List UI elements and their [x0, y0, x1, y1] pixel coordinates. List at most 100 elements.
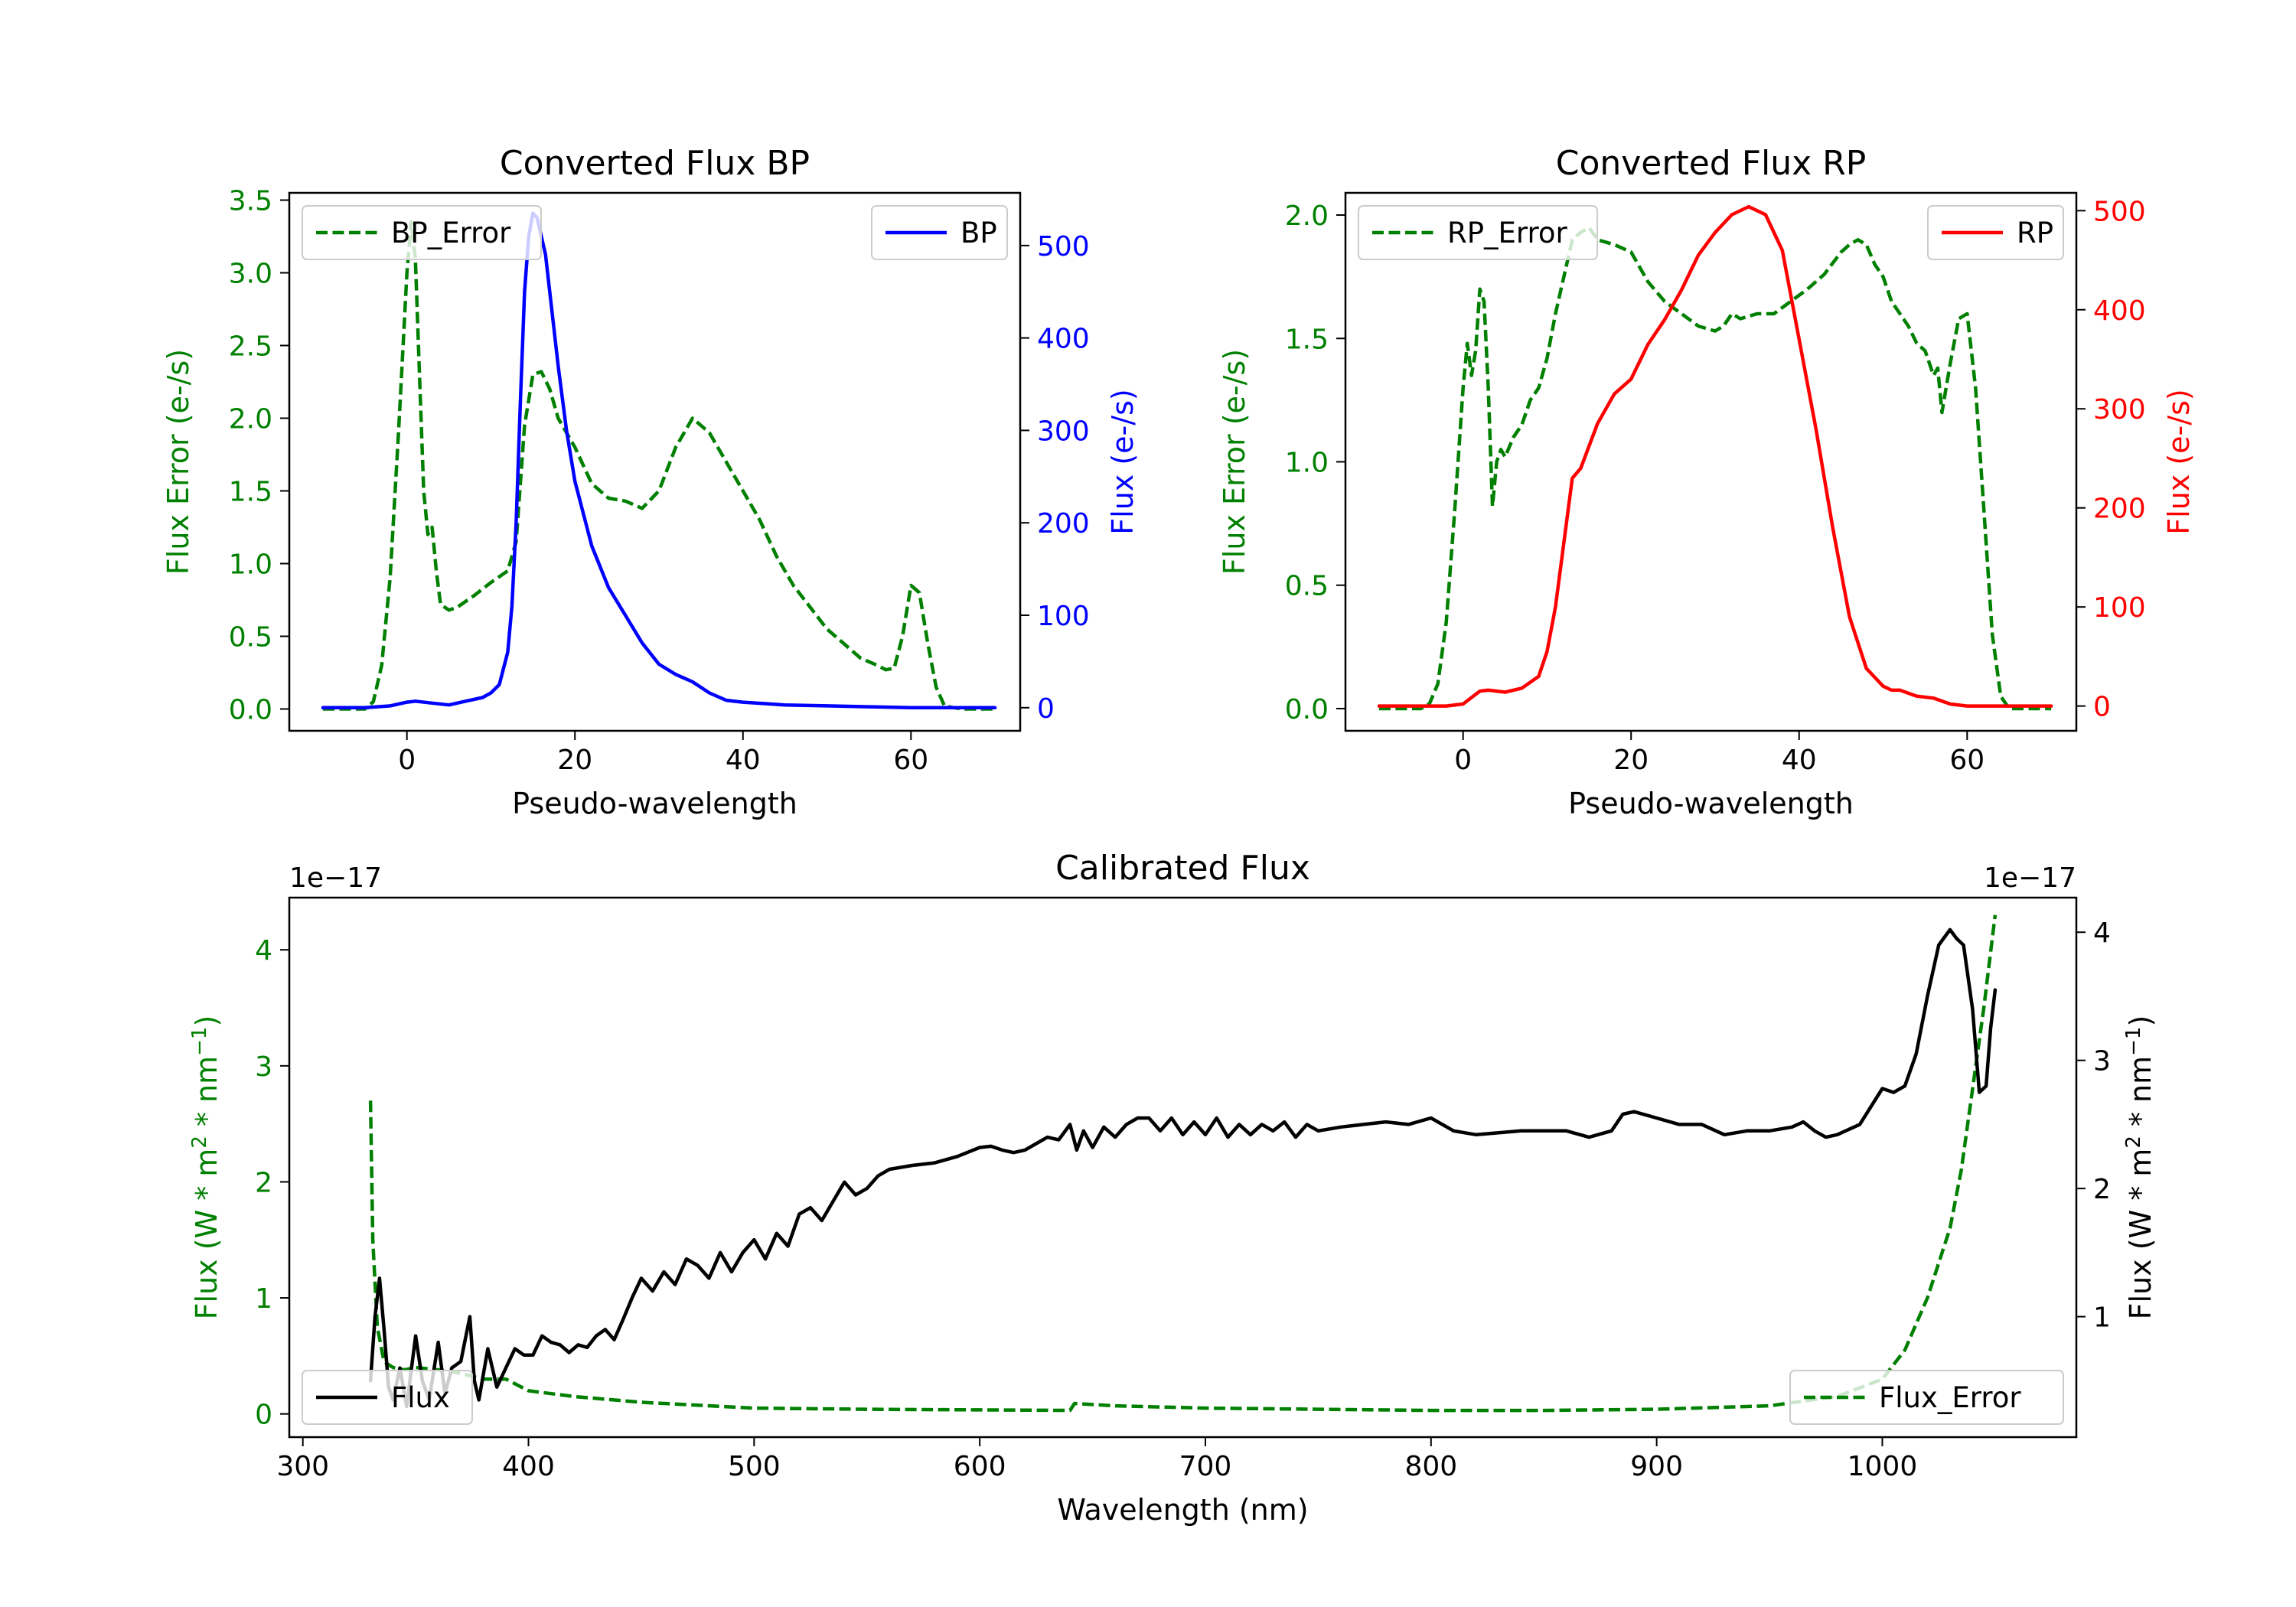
rp-legend-upper-right: RP [1927, 205, 2064, 260]
cal-right-axis-label-part: 2 [2122, 1136, 2145, 1149]
x-tick-label: 0 [398, 745, 416, 776]
cal-left-axis-label-part: Flux (W * m [190, 1149, 223, 1320]
x-tick-label: 40 [726, 745, 761, 776]
right-tick-label: 2 [2093, 1174, 2111, 1205]
left-tick-label: 1.0 [229, 549, 272, 581]
cal-left-axis-label-part: −1 [188, 1027, 211, 1056]
left-tick-label: 1.0 [1285, 448, 1329, 479]
rp-left-axis-label: Flux Error (e-/s) [1218, 349, 1251, 575]
series-line-bp_error [322, 220, 996, 711]
left-tick-label: 1 [255, 1283, 272, 1315]
cal-right-axis-label-part: * nm [2124, 1056, 2157, 1136]
bp-legend-upper-right: BP [871, 205, 1008, 260]
right-tick-label: 100 [2093, 592, 2146, 624]
cal-right-axis-label-part: −1 [2122, 1027, 2145, 1056]
cal-left-offset-text: 1e−17 [289, 862, 382, 894]
rp-right-axis-label: Flux (e-/s) [2162, 389, 2196, 534]
left-tick-label: 2.0 [229, 404, 272, 435]
chart-rp: 0 20 40 60 0.0 0.5 1.0 1.5 2.0 0 100 200 300 400 500 Co… [1218, 144, 2196, 820]
cal-plot-frame [288, 896, 2078, 1439]
cal-left-axis-label-part: ) [190, 1015, 223, 1027]
bp-legend-upper-left: BP_Error [302, 205, 542, 260]
cal-chart-title: Calibrated Flux [1055, 849, 1310, 888]
left-tick-label: 2.0 [1285, 200, 1329, 232]
legend-label-bp_error: BP_Error [391, 217, 511, 249]
rp-series-group [1377, 204, 2053, 711]
left-tick-label: 3.5 [229, 186, 272, 217]
right-tick-label: 4 [2093, 918, 2111, 949]
legend-frame [302, 1370, 473, 1425]
cal-right-offset-text: 1e−17 [1984, 862, 2076, 894]
cal-left-axis-label-part: 2 [188, 1136, 211, 1149]
chart-cal: 300 400 500 600 700 800 900 1000 0 1 2 3 4 1 2 3 4 Calibr… [188, 849, 2157, 1527]
bp-plot-frame [288, 191, 1022, 732]
right-tick-label: 400 [2093, 295, 2146, 327]
legend-frame [302, 205, 542, 260]
bp-left-axis-label: Flux Error (e-/s) [161, 349, 195, 575]
right-tick-label: 200 [2093, 494, 2146, 525]
rp-x-axis-label: Pseudo-wavelength [1568, 787, 1854, 820]
chart-bp: 0 20 40 60 0.0 0.5 1.0 1.5 2.0 2.5 3.0 3.5 0 100 200 30… [161, 144, 1140, 820]
right-tick-label: 100 [1037, 601, 1090, 632]
right-tick-label: 1 [2093, 1302, 2111, 1334]
x-tick-label: 400 [502, 1451, 555, 1482]
x-tick-label: 60 [1949, 745, 1985, 776]
right-tick-label: 500 [1037, 231, 1090, 262]
left-tick-label: 3 [255, 1051, 272, 1083]
cal-right-axis-label-part: Flux (W * m [2124, 1149, 2157, 1320]
right-tick-label: 200 [1037, 508, 1090, 539]
right-tick-label: 300 [1037, 416, 1090, 447]
left-tick-label: 1.5 [229, 477, 272, 508]
x-tick-label: 1000 [1848, 1451, 1918, 1482]
cal-right-axis-label: Flux (W * m2 * nm−1) [2122, 1015, 2157, 1320]
right-tick-label: 3 [2093, 1046, 2111, 1077]
left-tick-label: 2 [255, 1167, 272, 1198]
cal-x-axis-label: Wavelength (nm) [1057, 1493, 1308, 1527]
left-tick-label: 0.5 [1285, 571, 1329, 602]
left-tick-label: 0.0 [1285, 694, 1329, 725]
cal-left-axis-label-part: * nm [190, 1056, 223, 1136]
left-tick-label: 0.0 [229, 695, 272, 726]
right-tick-label: 400 [1037, 324, 1090, 355]
x-tick-label: 300 [276, 1451, 329, 1482]
x-tick-label: 900 [1630, 1451, 1683, 1482]
legend-label-flux: Flux [391, 1381, 450, 1414]
x-tick-label: 60 [893, 745, 928, 776]
x-tick-label: 600 [954, 1451, 1006, 1482]
legend-label-rp_error: RP_Error [1447, 217, 1567, 249]
rp-chart-title: Converted Flux RP [1556, 144, 1867, 183]
bp-x-axis-label: Pseudo-wavelength [512, 787, 797, 820]
legend-frame [1789, 1370, 2064, 1425]
right-tick-label: 0 [2093, 692, 2111, 723]
x-tick-label: 20 [557, 745, 592, 776]
x-tick-label: 0 [1454, 745, 1472, 776]
series-line-rp_error [1378, 225, 2052, 711]
right-tick-label: 500 [2093, 196, 2146, 227]
series-line-rp [1377, 204, 2053, 708]
bp-right-axis-label: Flux (e-/s) [1106, 389, 1140, 534]
cal-legend-lower-left: Flux [302, 1370, 473, 1425]
right-tick-label: 300 [2093, 394, 2146, 425]
legend-label-rp: RP [2017, 217, 2053, 249]
legend-frame [1358, 205, 1598, 260]
x-tick-label: 20 [1613, 745, 1649, 776]
rp-legend-upper-left: RP_Error [1358, 205, 1598, 260]
left-tick-label: 1.5 [1285, 324, 1329, 355]
left-tick-label: 0 [255, 1400, 272, 1431]
cal-series-group [368, 914, 1998, 1413]
legend-label-flux_error: Flux_Error [1879, 1381, 2021, 1414]
series-line-bp [321, 211, 997, 710]
left-tick-label: 4 [255, 935, 272, 966]
series-line-flux [368, 927, 1998, 1409]
left-tick-label: 0.5 [229, 622, 272, 654]
legend-label-bp: BP [960, 217, 997, 249]
x-tick-label: 40 [1782, 745, 1817, 776]
right-tick-label: 0 [1037, 693, 1055, 725]
x-tick-label: 500 [728, 1451, 781, 1482]
left-tick-label: 2.5 [229, 331, 272, 363]
cal-left-axis-label: Flux (W * m2 * nm−1) [188, 1015, 223, 1320]
bp-series-group [321, 211, 997, 711]
bp-chart-title: Converted Flux BP [500, 144, 810, 183]
x-tick-label: 700 [1179, 1451, 1232, 1482]
